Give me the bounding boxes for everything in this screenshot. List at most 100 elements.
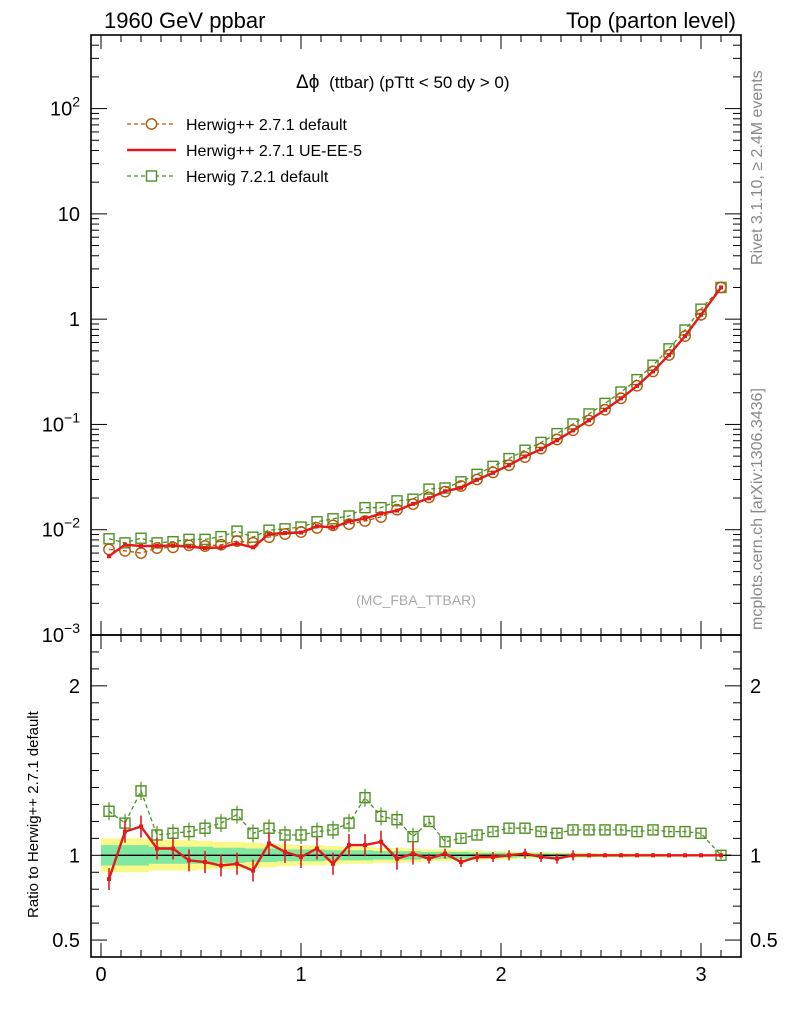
ratio-y-tick-label-right: 0.5 (750, 930, 778, 952)
point-default (551, 433, 563, 446)
ratio-point-ue-ee-5 (203, 860, 207, 865)
ratio-point-herwig-7-2-1 (247, 827, 259, 839)
point-herwig-7-2-1 (391, 495, 403, 507)
point-herwig-7-2-1 (327, 513, 339, 525)
point-ue-ee-5 (267, 532, 271, 537)
point-ue-ee-5 (683, 334, 687, 339)
legend-marker-circle (145, 118, 158, 130)
point-herwig-7-2-1 (359, 501, 371, 514)
ratio-point-ue-ee-5 (347, 843, 351, 848)
ratio-point-herwig-7-2-1 (359, 791, 371, 804)
ratio-point-herwig-7-2-1 (391, 814, 403, 826)
ratio-point-herwig-7-2-1 (311, 825, 323, 838)
ratio-point-herwig-7-2-1 (567, 824, 579, 836)
x-tick-label: 2 (495, 964, 506, 986)
ratio-point-ue-ee-5 (507, 853, 511, 858)
point-ue-ee-5 (619, 396, 623, 401)
point-ue-ee-5 (539, 447, 543, 452)
ratio-point-ue-ee-5 (363, 843, 367, 848)
series-line-ue-ee-5 (108, 286, 722, 558)
point-ue-ee-5 (187, 544, 191, 549)
point-default (535, 442, 547, 455)
point-default (199, 540, 211, 552)
legend-label: Herwig++ 2.7.1 default (186, 117, 348, 134)
ratio-point-ue-ee-5 (571, 853, 575, 858)
ratio-point-ue-ee-5 (395, 856, 399, 861)
point-ue-ee-5 (283, 531, 287, 536)
ratio-plot: 0.5 0.5 1 1 2 2 Ratio to Herwig++ 2.7.1 defau… (25, 634, 778, 958)
ratio-point-ue-ee-5 (379, 839, 383, 844)
ratio-point-herwig-7-2-1 (279, 829, 291, 841)
point-herwig-7-2-1 (231, 525, 243, 537)
point-default (151, 542, 163, 554)
x-tick-label: 1 (295, 964, 306, 986)
ratio-point-herwig-7-2-1 (295, 829, 307, 841)
ratio-point-ue-ee-5 (683, 853, 687, 858)
point-default (599, 403, 611, 416)
ratio-point-herwig-7-2-1 (695, 827, 707, 839)
point-default (679, 330, 691, 343)
point-ue-ee-5 (171, 543, 175, 548)
point-herwig-7-2-1 (199, 533, 211, 546)
point-ue-ee-5 (107, 554, 111, 559)
point-herwig-7-2-1 (247, 531, 259, 543)
point-ue-ee-5 (347, 519, 351, 524)
plot-title: Δϕ (ttbar) (pTtt < 50 dy > 0) (296, 72, 510, 93)
point-ue-ee-5 (155, 544, 159, 549)
ratio-point-ue-ee-5 (219, 863, 223, 868)
ratio-point-herwig-7-2-1 (519, 822, 531, 834)
ratio-point-herwig-7-2-1 (183, 825, 195, 838)
point-ue-ee-5 (411, 501, 415, 506)
ratio-point-herwig-7-2-1 (631, 825, 643, 838)
ratio-point-ue-ee-5 (299, 855, 303, 860)
ratio-point-ue-ee-5 (331, 861, 335, 866)
point-default (695, 308, 707, 321)
point-ue-ee-5 (555, 438, 559, 443)
point-default (647, 365, 659, 378)
y-tick-label: 10 (58, 204, 80, 226)
ratio-point-herwig-7-2-1 (535, 825, 547, 838)
ratio-point-herwig-7-2-1 (231, 808, 243, 821)
point-default (583, 414, 595, 427)
point-ue-ee-5 (331, 525, 335, 530)
y-tick-label: 1 (69, 309, 80, 331)
point-ue-ee-5 (523, 454, 527, 459)
point-ue-ee-5 (251, 545, 255, 550)
point-herwig-7-2-1 (103, 533, 115, 545)
ratio-point-ue-ee-5 (411, 851, 415, 856)
ratio-point-ue-ee-5 (539, 855, 543, 860)
point-ue-ee-5 (667, 352, 671, 357)
ratio-point-herwig-7-2-1 (471, 829, 483, 841)
ratio-point-ue-ee-5 (251, 868, 255, 873)
ratio-point-herwig-7-2-1 (407, 830, 419, 843)
point-herwig-7-2-1 (135, 532, 147, 544)
ratio-point-ue-ee-5 (107, 877, 111, 882)
plot-title-text: (ttbar) (pTtt < 50 dy > 0) (329, 73, 509, 92)
point-ue-ee-5 (719, 285, 723, 290)
point-default (631, 379, 643, 392)
ratio-point-herwig-7-2-1 (215, 817, 227, 829)
ratio-point-ue-ee-5 (587, 853, 591, 858)
point-default (663, 349, 675, 361)
point-ue-ee-5 (139, 544, 143, 549)
point-default (407, 498, 419, 511)
point-ue-ee-5 (475, 477, 479, 482)
point-default (359, 515, 371, 527)
legend-label: Herwig++ 2.7.1 UE-EE-5 (186, 143, 362, 160)
ratio-y-tick-label-right: 2 (750, 676, 761, 698)
ratio-point-ue-ee-5 (459, 860, 463, 865)
point-default (615, 392, 627, 405)
point-default (423, 491, 435, 504)
ratio-point-herwig-7-2-1 (135, 785, 147, 797)
ratio-point-ue-ee-5 (427, 856, 431, 861)
ratio-plot-frame (90, 634, 742, 958)
plot-title-symbol: Δϕ (296, 72, 319, 93)
point-default (439, 485, 451, 498)
ratio-point-herwig-7-2-1 (327, 824, 339, 836)
ratio-point-ue-ee-5 (235, 861, 239, 866)
header-left: 1960 GeV ppbar (104, 8, 265, 33)
ratio-point-herwig-7-2-1 (439, 836, 451, 848)
ratio-point-herwig-7-2-1 (423, 815, 435, 828)
point-ue-ee-5 (603, 407, 607, 412)
